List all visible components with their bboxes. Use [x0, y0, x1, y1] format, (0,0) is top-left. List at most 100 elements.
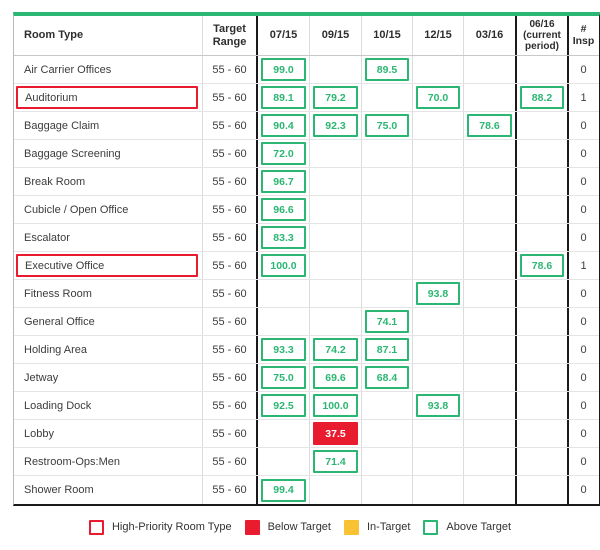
above-target-value-box: 78.6 [467, 114, 512, 137]
above-target-value-box: 96.6 [261, 198, 306, 221]
period-reading-cell: 75.0 [362, 112, 413, 139]
table-row: Restroom-Ops:Men 55 - 60 71.4 0 [14, 448, 599, 476]
period-reading-cell [258, 308, 310, 335]
period-reading-cell [258, 448, 310, 475]
period-reading-cell: 74.2 [310, 336, 362, 363]
table-row: Baggage Screening 55 - 60 72.0 0 [14, 140, 599, 168]
room-type-cell: Air Carrier Offices [14, 56, 203, 83]
period-reading-cell: 96.7 [258, 168, 310, 195]
period-reading-cell [464, 140, 517, 167]
legend-label: Below Target [267, 521, 331, 533]
above-target-value-box: 75.0 [261, 366, 306, 389]
target-range-cell: 55 - 60 [203, 84, 258, 111]
period-reading-cell: 87.1 [362, 336, 413, 363]
target-range-cell: 55 - 60 [203, 252, 258, 279]
above-target-value-box: 92.3 [313, 114, 358, 137]
period-reading-cell [413, 336, 464, 363]
above-target-value-box: 70.0 [416, 86, 460, 109]
table-row: Lobby 55 - 60 37.5 0 [14, 420, 599, 448]
target-range-cell: 55 - 60 [203, 56, 258, 83]
table-header-row: Room Type Target Range 07/15 09/15 10/15… [14, 16, 599, 56]
period-reading-cell [517, 196, 569, 223]
room-type-cell: Lobby [14, 420, 203, 447]
period-reading-cell [258, 420, 310, 447]
above-target-value-box: 75.0 [365, 114, 409, 137]
period-reading-cell [258, 280, 310, 307]
room-type-cell: Restroom-Ops:Men [14, 448, 203, 475]
period-reading-cell [517, 140, 569, 167]
period-reading-cell [517, 224, 569, 251]
above-target-value-box: 74.2 [313, 338, 358, 361]
above-target-value-box: 83.3 [261, 226, 306, 249]
period-reading-cell [310, 196, 362, 223]
above-target-value-box: 68.4 [365, 366, 409, 389]
high-priority-swatch-icon [88, 519, 104, 535]
inspection-count-cell: 1 [580, 91, 587, 104]
column-header-room-type: Room Type [14, 16, 203, 55]
above-target-value-box: 93.3 [261, 338, 306, 361]
table-row: Executive Office 55 - 60 100.0 78.6 1 [14, 252, 599, 280]
room-type-label: Holding Area [24, 343, 87, 356]
period-reading-cell [413, 56, 464, 83]
inspection-count-cell: 1 [580, 259, 587, 272]
period-reading-cell: 88.2 [517, 84, 569, 111]
period-reading-cell [517, 56, 569, 83]
period-reading-cell [464, 448, 517, 475]
period-reading-cell: 92.5 [258, 392, 310, 419]
period-reading-cell: 79.2 [310, 84, 362, 111]
period-reading-cell [464, 308, 517, 335]
above-target-value-box: 69.6 [313, 366, 358, 389]
target-range-cell: 55 - 60 [203, 140, 258, 167]
period-reading-cell [413, 196, 464, 223]
period-reading-cell [464, 420, 517, 447]
room-type-cell: Holding Area [14, 336, 203, 363]
period-reading-cell [517, 336, 569, 363]
inspection-count-cell: 0 [580, 427, 587, 440]
period-reading-cell: 89.1 [258, 84, 310, 111]
period-reading-cell [413, 476, 464, 504]
period-reading-cell: 37.5 [310, 420, 362, 447]
table-row: Holding Area 55 - 60 93.3 74.2 87.1 0 [14, 336, 599, 364]
target-range-cell: 55 - 60 [203, 112, 258, 139]
period-reading-cell [362, 448, 413, 475]
above-target-value-box: 89.5 [365, 58, 409, 81]
inspection-count-cell: 0 [580, 371, 587, 384]
period-reading-cell [362, 420, 413, 447]
period-reading-cell [464, 224, 517, 251]
room-type-label: Break Room [24, 175, 86, 188]
target-range-cell: 55 - 60 [203, 448, 258, 475]
table-row: Shower Room 55 - 60 99.4 0 [14, 476, 599, 504]
period-reading-cell: 72.0 [258, 140, 310, 167]
target-range-cell: 55 - 60 [203, 336, 258, 363]
table-row: Escalator 55 - 60 83.3 0 [14, 224, 599, 252]
period-reading-cell: 93.8 [413, 280, 464, 307]
period-reading-cell: 78.6 [517, 252, 569, 279]
inspection-count-cell: 0 [580, 231, 587, 244]
inspection-count-cell: 0 [580, 484, 587, 496]
column-header-1215: 12/15 [413, 16, 464, 55]
room-type-cell: Baggage Screening [14, 140, 203, 167]
period-reading-cell [413, 140, 464, 167]
room-type-cell: Shower Room [14, 476, 203, 504]
room-type-cell: Cubicle / Open Office [14, 196, 203, 223]
target-range-cell: 55 - 60 [203, 420, 258, 447]
room-type-label: Executive Office [25, 259, 105, 272]
column-header-insp-count: # Insp [572, 22, 595, 47]
target-range-cell: 55 - 60 [203, 476, 258, 504]
above-target-value-box: 74.1 [365, 310, 409, 333]
period-reading-cell [362, 476, 413, 504]
room-type-label: Fitness Room [24, 287, 92, 300]
table-row: Fitness Room 55 - 60 93.8 0 [14, 280, 599, 308]
period-reading-cell [413, 112, 464, 139]
period-reading-cell: 71.4 [310, 448, 362, 475]
above-target-value-box: 90.4 [261, 114, 306, 137]
legend-item-above-target: Above Target [423, 519, 511, 535]
above-target-value-box: 78.6 [520, 254, 564, 277]
period-reading-cell: 70.0 [413, 84, 464, 111]
period-reading-cell [362, 168, 413, 195]
target-range-cell: 55 - 60 [203, 392, 258, 419]
period-reading-cell [464, 280, 517, 307]
period-reading-cell [464, 364, 517, 391]
legend: High-Priority Room Type Below Target In-… [0, 512, 600, 542]
above-target-value-box: 100.0 [313, 394, 358, 417]
